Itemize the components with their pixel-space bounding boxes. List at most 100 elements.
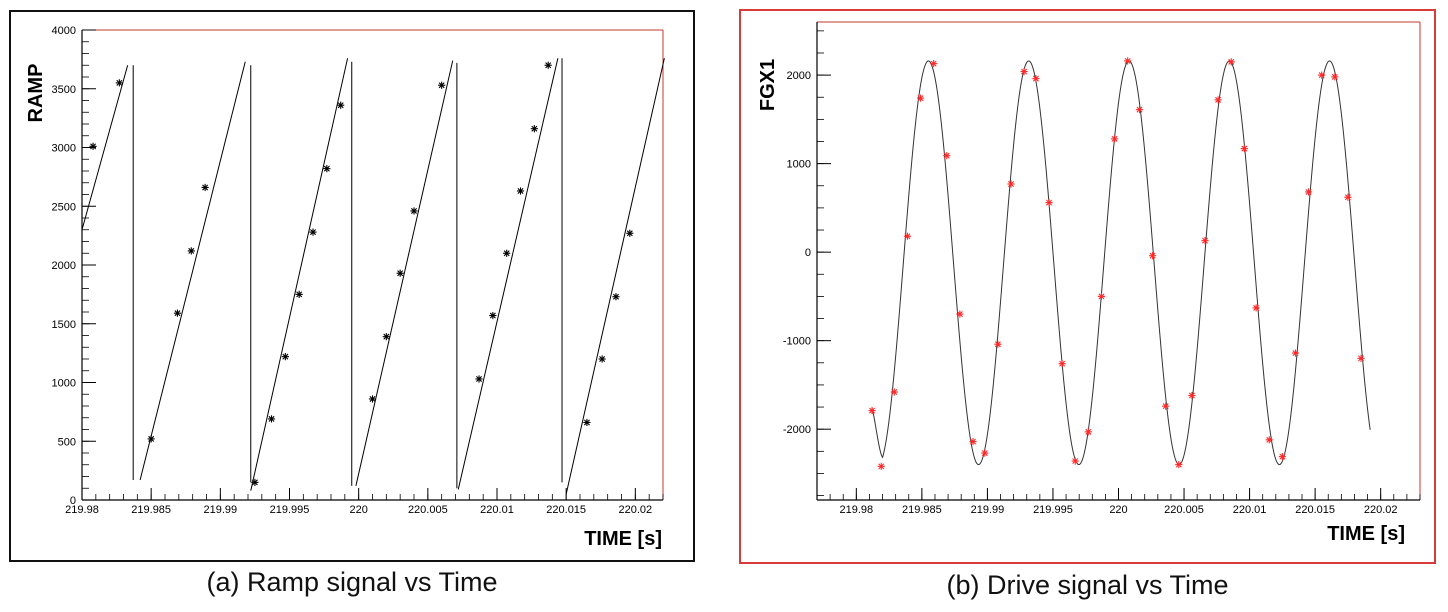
series-line-segment <box>355 60 454 487</box>
x-tick-label: 219.985 <box>902 504 942 516</box>
y-tick-label: 1000 <box>787 159 811 171</box>
y-tick-label: 2000 <box>52 260 76 272</box>
x-axis-title: TIME [s] <box>1327 523 1405 545</box>
x-tick-label: 220.01 <box>1233 504 1267 516</box>
data-point <box>1201 237 1209 245</box>
x-axis-title: TIME [s] <box>584 528 662 550</box>
data-point <box>1357 354 1365 362</box>
data-point <box>544 61 552 69</box>
data-point <box>267 415 276 423</box>
series-line-segment <box>565 58 665 495</box>
data-point <box>916 94 925 102</box>
data-point <box>1252 304 1260 312</box>
caption-drive: (b) Drive signal vs Time <box>946 570 1229 600</box>
data-point <box>903 232 912 240</box>
data-point <box>1058 360 1066 368</box>
data-point <box>337 101 345 109</box>
data-point <box>1318 71 1326 79</box>
data-point <box>1071 457 1079 465</box>
y-tick-label: 2500 <box>52 201 76 213</box>
x-tick-label: 220 <box>1109 504 1127 516</box>
series-line-segment <box>457 58 559 490</box>
data-point <box>1110 135 1119 143</box>
data-point <box>969 437 977 446</box>
x-tick-label: 219.98 <box>839 504 873 516</box>
data-point <box>438 81 446 89</box>
x-tick-label: 220 <box>349 504 367 516</box>
data-point <box>943 152 951 160</box>
data-point <box>1045 198 1053 207</box>
data-point <box>251 478 259 486</box>
data-point <box>1240 144 1248 153</box>
y-tick-label: 1000 <box>52 378 76 390</box>
data-point <box>868 406 876 415</box>
data-point <box>1304 188 1313 196</box>
data-point <box>981 449 989 457</box>
data-point <box>1084 428 1092 436</box>
x-tick-label: 219.985 <box>131 504 171 516</box>
data-point <box>516 187 525 195</box>
data-point <box>1162 402 1170 410</box>
y-tick-label: 0 <box>70 495 76 507</box>
series-line <box>871 60 1371 466</box>
data-point <box>612 293 620 301</box>
data-point <box>382 333 390 341</box>
data-point <box>410 207 418 215</box>
y-tick-label: 0 <box>805 247 811 259</box>
x-tick-label: 220.02 <box>1364 504 1398 516</box>
data-point <box>877 462 885 470</box>
data-point <box>368 395 377 403</box>
data-point <box>187 247 195 255</box>
x-tick-label: 220.015 <box>1295 504 1335 516</box>
data-point <box>994 340 1002 348</box>
y-tick-label: 3000 <box>52 143 76 155</box>
y-tick-label: 3500 <box>52 84 76 96</box>
data-point <box>1175 460 1183 469</box>
y-tick-label: 2000 <box>787 70 811 82</box>
data-point <box>956 310 964 318</box>
y-tick-label: -2000 <box>783 424 811 436</box>
data-point <box>147 435 155 443</box>
data-point <box>281 353 289 361</box>
caption-ramp: (a) Ramp signal vs Time <box>206 567 498 597</box>
x-tick-label: 219.995 <box>270 504 310 516</box>
y-axis-title: RAMP <box>25 64 47 123</box>
x-tick-label: 219.98 <box>65 504 99 516</box>
data-point <box>1291 349 1300 357</box>
data-point <box>1135 106 1144 114</box>
x-tick-label: 220.005 <box>1164 504 1204 516</box>
data-point <box>598 355 606 363</box>
data-point <box>1278 453 1286 461</box>
data-point <box>1124 57 1132 65</box>
x-tick-label: 220.015 <box>546 504 586 516</box>
y-axis-title: FGX1 <box>757 59 779 111</box>
data-point <box>1188 391 1196 400</box>
data-point <box>115 79 123 87</box>
data-point <box>583 418 591 427</box>
data-point <box>1344 193 1352 201</box>
x-tick-label: 219.99 <box>971 504 1005 516</box>
series-line-segment <box>81 65 129 230</box>
x-tick-label: 220.01 <box>480 504 514 516</box>
y-tick-label: 500 <box>58 436 76 448</box>
data-point <box>503 249 511 257</box>
data-point <box>295 290 303 298</box>
data-point <box>1265 436 1273 444</box>
data-point <box>1032 75 1040 83</box>
series-line-segment <box>139 61 246 481</box>
data-point <box>1097 292 1106 301</box>
data-point <box>930 60 938 68</box>
data-point <box>323 165 331 173</box>
x-tick-label: 220.02 <box>619 504 653 516</box>
data-point <box>1331 73 1339 81</box>
panel-a-frame <box>9 10 695 562</box>
x-tick-label: 219.99 <box>204 504 238 516</box>
data-point <box>1007 180 1015 188</box>
data-point <box>626 229 634 237</box>
data-point <box>475 375 483 383</box>
y-tick-label: -1000 <box>783 336 811 348</box>
panel-b-frame <box>739 9 1436 564</box>
x-tick-label: 219.995 <box>1033 504 1073 516</box>
